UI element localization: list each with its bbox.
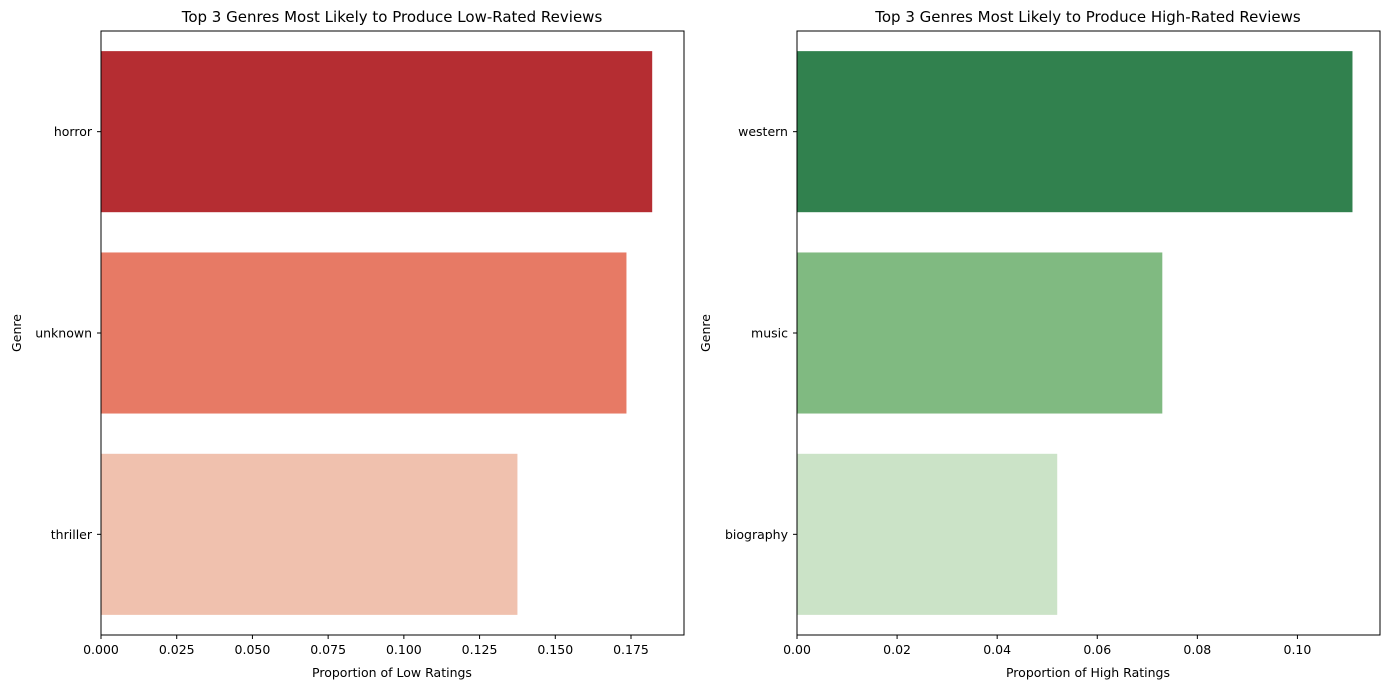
bar-music (797, 252, 1163, 414)
y-axis-label: Genre (698, 314, 713, 352)
x-tick-label: 0.125 (462, 642, 498, 657)
x-tick-label: 0.025 (159, 642, 195, 657)
x-tick-label: 0.00 (783, 642, 811, 657)
x-tick-label: 0.06 (1083, 642, 1111, 657)
bar-unknown (101, 252, 627, 414)
x-tick-label: 0.100 (386, 642, 422, 657)
x-tick-label: 0.150 (537, 642, 573, 657)
y-tick-label: unknown (35, 326, 92, 341)
x-tick-label: 0.04 (983, 642, 1011, 657)
y-axis-label: Genre (9, 314, 24, 352)
x-tick-label: 0.000 (83, 642, 119, 657)
high-ratings-chart: Top 3 Genres Most Likely to Produce High… (698, 8, 1381, 680)
y-tick-label: thriller (51, 527, 93, 542)
y-tick-label: music (751, 326, 788, 341)
x-tick-label: 0.075 (310, 642, 346, 657)
y-tick-label: western (738, 124, 788, 139)
low-ratings-chart: Top 3 Genres Most Likely to Produce Low-… (9, 8, 685, 680)
x-tick-label: 0.175 (613, 642, 649, 657)
plot-frame (100, 30, 685, 636)
y-tick-label: horror (54, 124, 93, 139)
x-tick-label: 0.08 (1183, 642, 1211, 657)
bar-western (797, 51, 1353, 213)
x-tick-label: 0.02 (883, 642, 911, 657)
plot-frame (796, 30, 1381, 636)
x-axis-label: Proportion of High Ratings (1006, 665, 1170, 680)
chart-title: Top 3 Genres Most Likely to Produce High… (874, 8, 1301, 26)
x-tick-label: 0.050 (235, 642, 271, 657)
bar-horror (101, 51, 653, 213)
chart-title: Top 3 Genres Most Likely to Produce Low-… (181, 8, 603, 26)
x-tick-label: 0.10 (1284, 642, 1312, 657)
x-axis-label: Proportion of Low Ratings (312, 665, 472, 680)
bar-thriller (101, 453, 518, 615)
bar-biography (797, 453, 1058, 615)
y-tick-label: biography (725, 527, 789, 542)
